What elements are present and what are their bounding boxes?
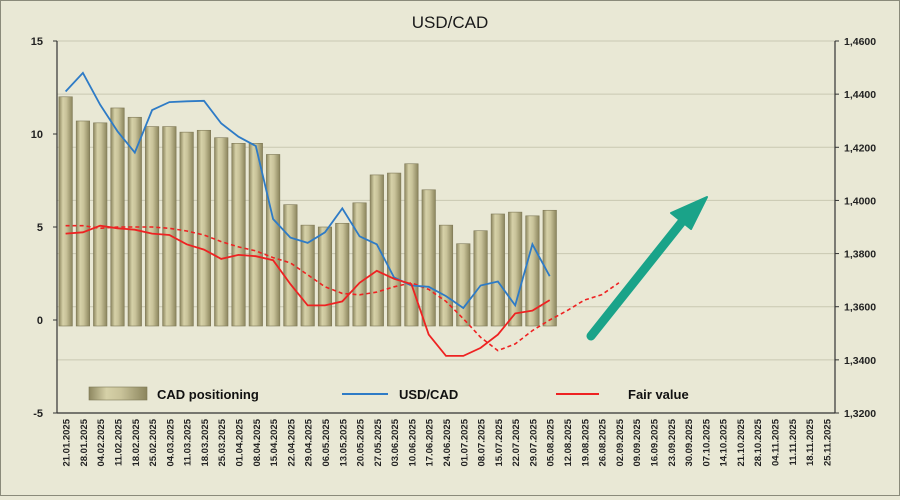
cad-positioning-bar	[438, 224, 454, 327]
right-tick-label: 1,4000	[844, 195, 876, 207]
x-tick-label: 19.08.2025	[580, 418, 591, 466]
legend-label-cad-positioning: CAD positioning	[157, 387, 259, 402]
chart-title: USD/CAD	[412, 13, 489, 32]
x-tick-label: 24.06.2025	[442, 418, 453, 466]
forecast-arrow-shaft	[586, 208, 694, 341]
cad-positioning-bar	[369, 174, 384, 327]
x-tick-label: 01.07.2025	[459, 418, 470, 466]
x-tick-label: 18.11.2025	[805, 418, 816, 466]
x-tick-label: 18.02.2025	[131, 418, 142, 466]
cad-positioning-bar	[93, 122, 108, 327]
cad-positioning-bar	[266, 154, 281, 327]
cad-positioning-bar	[542, 209, 557, 327]
cad-positioning-bar	[196, 129, 211, 327]
forecast-arrow-head	[670, 196, 708, 230]
x-tick-label: 21.10.2025	[736, 418, 747, 466]
cad-positioning-bar	[335, 222, 350, 327]
cad-positioning-bar	[214, 137, 229, 327]
right-tick-label: 1,4600	[844, 36, 876, 48]
x-tick-label: 15.04.2025	[269, 418, 280, 466]
x-tick-label: 23.09.2025	[667, 418, 678, 466]
cad-positioning-bar	[248, 143, 263, 327]
cad-positioning-bar	[421, 189, 436, 327]
x-tick-label: 22.07.2025	[511, 418, 522, 466]
right-tick-label: 1,4400	[844, 89, 876, 101]
x-tick-label: 25.02.2025	[148, 418, 159, 466]
x-tick-label: 10.06.2025	[407, 418, 418, 466]
cad-positioning-bar	[525, 215, 540, 327]
x-tick-label: 15.07.2025	[494, 418, 505, 466]
x-tick-label: 21.01.2025	[62, 418, 73, 466]
usdcad-line	[64, 71, 551, 310]
cad-positioning-bar	[404, 163, 419, 327]
cad-positioning-bar	[352, 202, 367, 327]
legend-label-fair-value: Fair value	[628, 387, 689, 402]
x-tick-label: 06.05.2025	[321, 418, 332, 466]
x-tick-label: 25.11.2025	[822, 418, 833, 466]
x-tick-label: 30.09.2025	[684, 418, 695, 466]
cad-positioning-bar	[127, 116, 142, 327]
left-tick-label: 5	[37, 222, 43, 234]
cad-positioning-bar	[473, 230, 488, 327]
legend-swatch-cad-positioning	[88, 386, 148, 401]
x-tick-label: 25.03.2025	[217, 418, 228, 466]
x-tick-label: 03.06.2025	[390, 418, 401, 466]
x-tick-label: 28.01.2025	[79, 418, 90, 466]
x-tick-label: 13.05.2025	[338, 418, 349, 466]
cad-positioning-bar	[58, 96, 73, 327]
right-tick-label: 1,3800	[844, 249, 876, 261]
x-tick-label: 22.04.2025	[286, 418, 297, 466]
x-tick-label: 04.11.2025	[770, 418, 781, 466]
x-tick-label: 05.08.2025	[546, 418, 557, 466]
cad-positioning-bar	[110, 107, 125, 327]
x-tick-label: 02.09.2025	[615, 418, 626, 466]
cad-positioning-bar	[456, 243, 471, 327]
cad-positioning-bar	[283, 204, 298, 327]
x-tick-label: 18.03.2025	[200, 418, 211, 466]
x-tick-label: 08.04.2025	[252, 418, 263, 466]
cad-positioning-bar	[75, 120, 90, 327]
cad-positioning-bar	[317, 226, 333, 327]
cad-positioning-bar	[508, 211, 523, 327]
x-tick-label: 01.04.2025	[235, 418, 246, 466]
x-tick-label: 11.02.2025	[114, 418, 125, 466]
x-tick-label: 04.03.2025	[165, 418, 176, 466]
cad-positioning-bar	[162, 126, 177, 327]
left-tick-label: 15	[31, 36, 43, 48]
right-tick-label: 1,4200	[844, 142, 876, 154]
x-tick-label: 08.07.2025	[477, 418, 488, 466]
fair-value-forecast-line	[65, 224, 620, 352]
right-tick-label: 1,3200	[844, 408, 876, 420]
x-tick-label: 17.06.2025	[425, 418, 436, 466]
x-tick-label: 11.11.2025	[788, 418, 799, 465]
x-tick-label: 29.04.2025	[304, 418, 315, 466]
x-tick-label: 20.05.2025	[356, 418, 367, 466]
cad-positioning-bar	[231, 143, 246, 327]
x-tick-label: 11.03.2025	[183, 418, 194, 466]
cad-positioning-bar	[387, 172, 402, 327]
x-tick-label: 27.05.2025	[373, 418, 384, 466]
x-tick-label: 14.10.2025	[719, 418, 730, 466]
legend-label-usdcad: USD/CAD	[399, 387, 458, 402]
right-tick-label: 1,3600	[844, 302, 876, 314]
cad-positioning-bar	[490, 213, 505, 327]
x-tick-label: 16.09.2025	[649, 418, 660, 466]
left-tick-label: -5	[33, 408, 43, 420]
x-tick-label: 26.08.2025	[598, 418, 609, 466]
cad-positioning-bar	[179, 131, 194, 327]
x-tick-label: 09.09.2025	[632, 418, 643, 466]
left-tick-label: 10	[31, 129, 43, 141]
fair-value-line	[65, 224, 551, 357]
x-tick-label: 04.02.2025	[96, 418, 107, 466]
right-tick-label: 1,3400	[844, 355, 876, 367]
x-tick-label: 07.10.2025	[701, 418, 712, 466]
x-tick-label: 29.07.2025	[528, 418, 539, 466]
x-tick-label: 28.10.2025	[753, 418, 764, 466]
x-tick-label: 12.08.2025	[563, 418, 574, 466]
left-tick-label: 0	[37, 315, 43, 327]
